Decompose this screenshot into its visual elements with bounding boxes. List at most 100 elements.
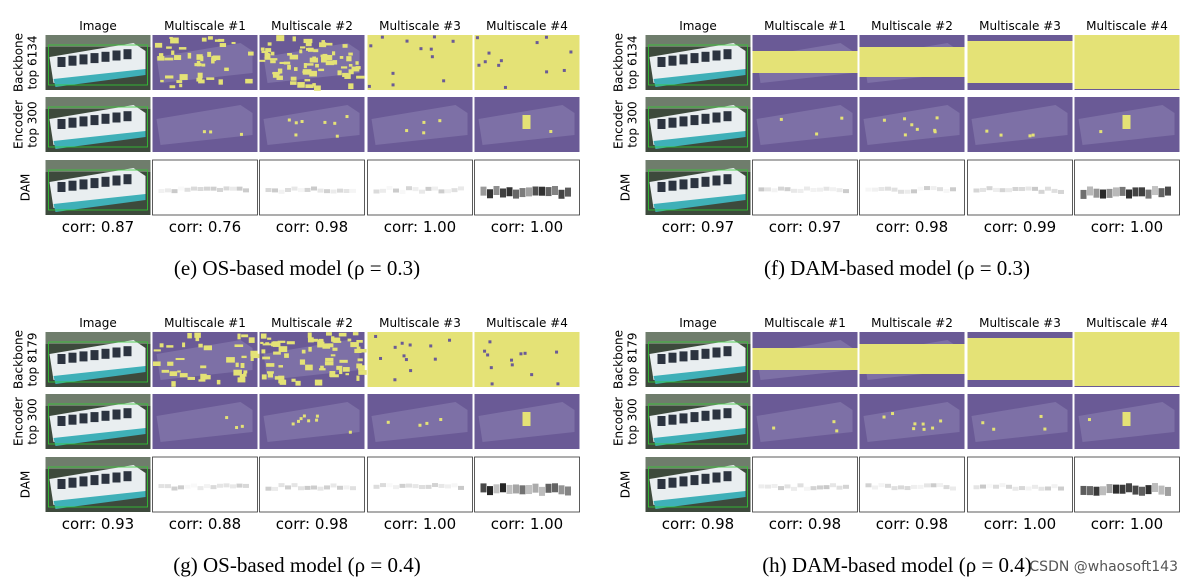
heat-spot <box>779 117 783 121</box>
photo-window <box>90 178 99 189</box>
heat-spot <box>248 51 254 56</box>
heat-spot <box>195 335 200 342</box>
heat-band <box>1074 332 1180 386</box>
heat-spot <box>545 70 549 74</box>
corr-label: corr: 0.98 <box>276 515 348 533</box>
heat-spot <box>386 420 390 424</box>
dam-cell <box>904 189 911 194</box>
dam-cell <box>823 186 830 191</box>
photo-stripe <box>653 131 746 149</box>
heat-spot <box>309 57 319 63</box>
dam-cell <box>438 189 445 194</box>
dam-cell <box>911 189 917 194</box>
heat-spot <box>393 345 397 349</box>
heat-spot <box>235 362 239 368</box>
heat-band <box>967 338 1073 380</box>
dam-cell <box>1012 486 1019 491</box>
heat-train <box>863 402 960 442</box>
heat-spot <box>348 63 353 67</box>
heat-spot <box>451 39 455 43</box>
photo-window <box>712 112 721 123</box>
photo-window <box>657 57 666 67</box>
dam-cell <box>406 483 412 488</box>
heat-spot <box>287 64 291 70</box>
dam-cell <box>843 484 849 489</box>
caption: (f) DAM-based model (ρ = 0.3) <box>764 256 1030 280</box>
heat-spot <box>262 343 272 346</box>
heat-spot <box>265 48 272 53</box>
dam-bg <box>752 456 858 513</box>
heat-spot <box>212 55 221 61</box>
caption: (e) OS-based model (ρ = 0.3) <box>174 256 420 280</box>
row-label: top 300 <box>26 398 40 444</box>
heat-spot <box>303 63 307 69</box>
heat-spot <box>1087 418 1091 422</box>
heat-spot <box>1031 133 1035 137</box>
column-header: Multiscale #4 <box>1086 19 1168 33</box>
dam-cell <box>487 189 493 199</box>
heat-spot <box>903 117 907 121</box>
photo-box <box>648 44 748 86</box>
dam-cell <box>843 189 849 194</box>
dam-cell <box>265 188 272 193</box>
dam-cell <box>1093 486 1100 496</box>
dam-cell <box>830 187 836 192</box>
row-label: Encoder <box>612 397 626 446</box>
dam-cell <box>817 485 823 490</box>
heat-spot <box>523 351 527 355</box>
photo-box <box>648 466 748 508</box>
heat-spot <box>320 54 325 58</box>
dam-cell <box>197 187 204 192</box>
dam-cell <box>565 187 571 197</box>
dam-cell <box>317 188 324 193</box>
heat-spot <box>303 38 313 44</box>
heat-spot <box>261 374 267 380</box>
heat-spot <box>324 343 334 348</box>
dam-cell <box>324 189 330 194</box>
photo-window <box>112 472 121 483</box>
heat-spot <box>430 55 434 59</box>
dam-cell <box>1113 484 1119 494</box>
photo-window <box>123 49 132 60</box>
dam-cell <box>865 483 872 488</box>
dam-cell <box>1132 485 1139 495</box>
photo-window <box>701 348 710 359</box>
dam-cell <box>223 483 230 488</box>
heat-spot <box>490 382 494 386</box>
heat-spot <box>329 373 333 377</box>
heat-spot <box>197 72 203 79</box>
heat-spot <box>171 381 176 387</box>
photo-sky <box>45 35 151 47</box>
heat-spot <box>882 118 886 122</box>
photo-window <box>690 115 699 126</box>
heat-spot <box>219 43 227 48</box>
dam-cell <box>539 486 545 496</box>
photo-sky <box>645 394 751 406</box>
dam-cell <box>898 485 904 490</box>
dam-cell <box>1132 187 1139 197</box>
dam-cell <box>950 486 956 491</box>
heat-spot <box>295 380 301 386</box>
column-header: Image <box>679 19 717 33</box>
dam-cell <box>1152 186 1158 196</box>
photo-window <box>679 351 688 362</box>
caption: (h) DAM-based model (ρ = 0.4) <box>762 553 1032 577</box>
dam-cell <box>552 483 558 493</box>
dam-cell <box>171 486 178 491</box>
heat-band <box>752 51 858 73</box>
heat-spot <box>166 345 174 348</box>
photo-window <box>723 174 732 185</box>
dam-cell <box>986 483 993 488</box>
dam-cell <box>1152 483 1158 493</box>
heat-spot <box>404 358 408 362</box>
dam-cell <box>885 483 891 488</box>
heat-spot <box>912 427 916 431</box>
dam-cell <box>223 186 230 191</box>
dam-cell <box>778 186 784 191</box>
photo-window <box>79 179 88 190</box>
photo-window <box>90 115 99 126</box>
heat-spot <box>910 123 914 127</box>
photo-window <box>701 410 710 421</box>
heat-spot <box>555 350 559 354</box>
heat-spot <box>339 56 344 59</box>
